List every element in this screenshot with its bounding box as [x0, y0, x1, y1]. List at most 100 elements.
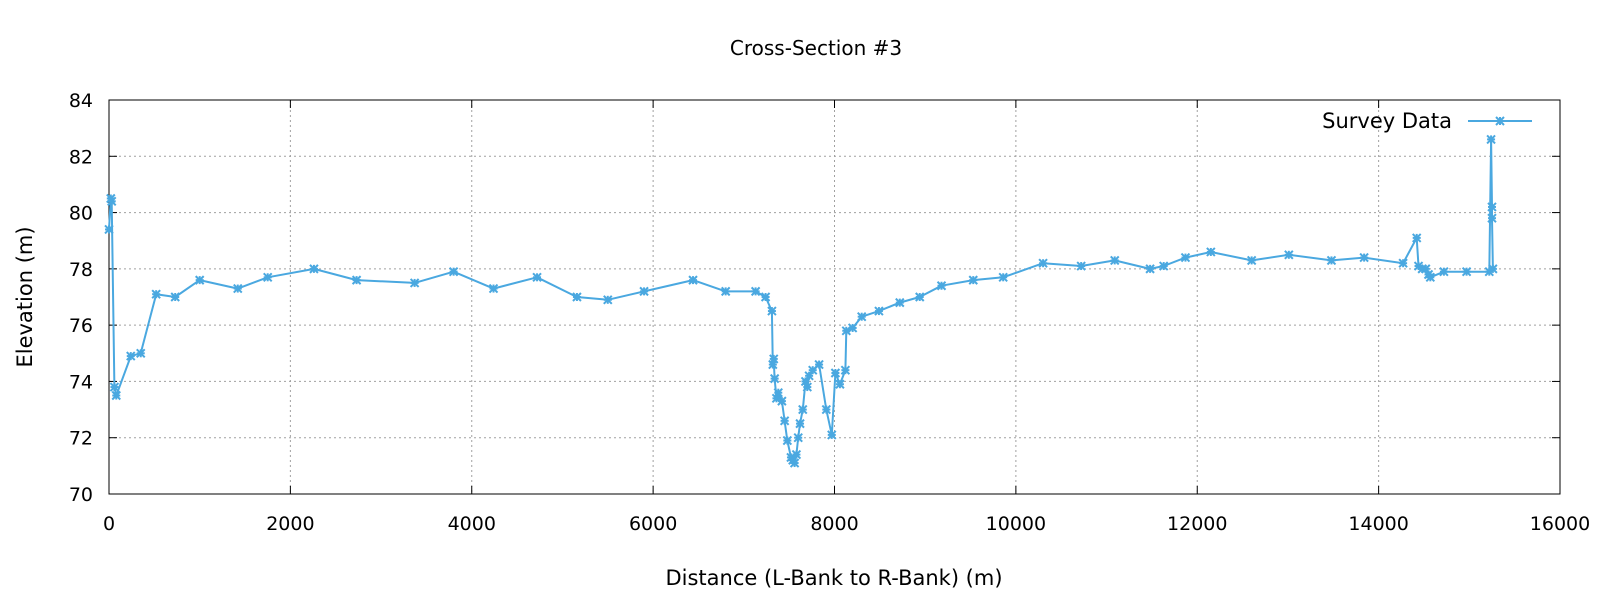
- data-point: [827, 430, 837, 440]
- data-point: [835, 379, 845, 389]
- x-tick-label: 14000: [1348, 513, 1408, 535]
- series-survey-data: [104, 134, 1498, 468]
- data-point: [448, 266, 459, 277]
- data-point: [856, 311, 867, 322]
- data-point: [1038, 258, 1048, 268]
- data-point: [769, 354, 779, 364]
- series-line: [108, 138, 1494, 464]
- data-point: [750, 286, 761, 297]
- data-point: [104, 224, 114, 235]
- y-tick-label: 78: [69, 259, 93, 281]
- data-point: [777, 396, 787, 406]
- data-point: [1412, 233, 1422, 243]
- data-point: [262, 272, 273, 283]
- legend: Survey Data: [1322, 109, 1532, 133]
- data-point: [1110, 255, 1120, 266]
- x-tick-label: 2000: [266, 513, 314, 535]
- x-tick-label: 16000: [1530, 513, 1590, 535]
- x-tick-label: 8000: [810, 513, 858, 535]
- data-point: [769, 373, 780, 384]
- data-point: [782, 435, 793, 446]
- data-point: [830, 368, 841, 378]
- data-point: [1439, 266, 1449, 277]
- data-point: [1246, 255, 1257, 266]
- data-point: [1486, 134, 1496, 145]
- data-point: [840, 365, 851, 375]
- y-tick-label: 76: [69, 315, 93, 337]
- y-tick-label: 74: [69, 371, 93, 393]
- data-point: [1359, 252, 1369, 263]
- data-point: [1076, 261, 1086, 271]
- data-point: [194, 275, 205, 285]
- data-point: [1398, 258, 1408, 268]
- data-point: [126, 351, 136, 361]
- chart-title: Cross-Section #3: [730, 36, 902, 60]
- data-point: [802, 382, 813, 392]
- x-tick-label: 6000: [629, 513, 677, 535]
- data-point: [532, 272, 542, 283]
- legend-marker-symbol: [1495, 116, 1505, 126]
- data-point: [1158, 261, 1169, 271]
- data-point: [779, 416, 790, 426]
- data-point: [1487, 202, 1497, 212]
- data-point: [170, 292, 180, 302]
- data-point: [968, 275, 978, 285]
- y-axis-label: Elevation (m): [13, 226, 37, 367]
- data-point: [773, 387, 783, 398]
- x-tick-label: 0: [103, 513, 115, 535]
- data-point: [136, 348, 146, 358]
- data-point: [1145, 264, 1155, 274]
- data-point: [309, 264, 319, 274]
- data-point: [603, 295, 613, 305]
- legend-marker: [1495, 116, 1505, 126]
- x-tick-label: 12000: [1167, 513, 1227, 535]
- data-point: [1488, 264, 1498, 274]
- data-point: [821, 404, 832, 415]
- data-point: [847, 323, 858, 333]
- data-point: [793, 433, 803, 443]
- legend-label: Survey Data: [1322, 109, 1452, 133]
- data-point: [915, 292, 925, 302]
- data-point: [1180, 252, 1191, 263]
- data-point: [151, 289, 161, 299]
- data-point: [1461, 266, 1472, 277]
- y-tick-label: 72: [69, 428, 93, 450]
- data-point: [895, 297, 905, 308]
- x-axis: 0 2000 4000 6000 8000 10000 12000 14000 16000: [103, 100, 1590, 535]
- data-point: [789, 458, 800, 468]
- y-tick-label: 70: [69, 484, 93, 506]
- x-tick-label: 4000: [448, 513, 496, 535]
- y-tick-label: 82: [69, 146, 93, 168]
- data-point: [791, 449, 802, 460]
- x-axis-label: Distance (L-Bank to R-Bank) (m): [665, 566, 1002, 590]
- data-point: [233, 283, 243, 294]
- data-point: [936, 281, 947, 291]
- data-point: [572, 292, 582, 302]
- y-tick-label: 80: [69, 203, 93, 225]
- data-point: [639, 286, 649, 297]
- data-point: [998, 272, 1008, 283]
- data-point: [814, 359, 824, 370]
- data-point: [1284, 250, 1294, 260]
- data-point: [111, 390, 121, 401]
- y-axis: 70 72 74 76 78 80 82 84: [69, 90, 1560, 506]
- data-point: [1326, 255, 1337, 266]
- data-point: [409, 278, 420, 288]
- data-point: [767, 306, 777, 316]
- data-point: [688, 275, 698, 285]
- data-point: [1206, 247, 1216, 257]
- data-point: [109, 382, 120, 392]
- data-point: [488, 283, 499, 294]
- data-point: [874, 306, 884, 316]
- data-point: [760, 292, 771, 302]
- y-tick-label: 84: [69, 90, 93, 112]
- data-point: [351, 275, 362, 285]
- data-point: [795, 418, 805, 429]
- data-point: [720, 286, 731, 297]
- data-point: [1425, 272, 1436, 283]
- data-point: [798, 404, 808, 415]
- data-point: [107, 196, 117, 207]
- data-point: [1487, 213, 1497, 223]
- x-tick-label: 10000: [986, 513, 1046, 535]
